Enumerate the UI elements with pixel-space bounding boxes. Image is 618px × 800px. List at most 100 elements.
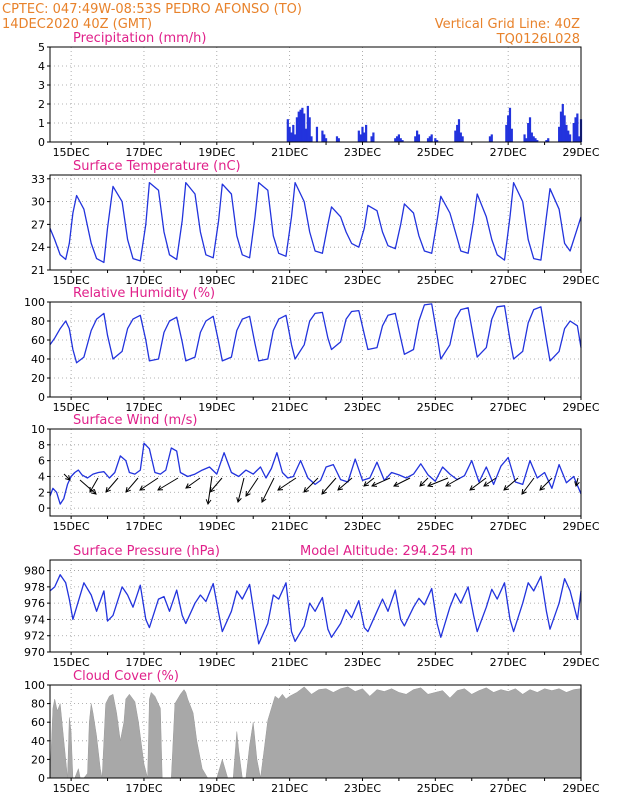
pressure-ytick-label: 970 <box>24 646 45 659</box>
precip-bar <box>321 130 324 142</box>
wind-arrow-head <box>261 496 267 503</box>
pressure-ytick-label: 974 <box>24 613 45 626</box>
wind-arrow <box>521 477 535 495</box>
wind-arrow-head <box>105 487 111 493</box>
rh-xtick-label: 27DEC <box>490 401 527 414</box>
wind-xtick-label: 21DEC <box>271 520 308 533</box>
pressure-ytick-label: 976 <box>24 597 45 610</box>
rh-title: Relative Humidity (%) <box>73 286 215 301</box>
wind-arrow <box>185 477 201 489</box>
temp-ytick-label: 30 <box>31 196 45 209</box>
temp-xtick-label: 27DEC <box>490 274 527 287</box>
rh-ytick-label: 0 <box>38 391 45 404</box>
precip-ytick-label: 4 <box>38 60 45 73</box>
precip-bar <box>301 107 304 142</box>
precip-bar <box>288 126 291 142</box>
rh-xtick-label: 25DEC <box>417 401 454 414</box>
precip-bar <box>461 136 464 142</box>
wind-arrow <box>261 477 275 503</box>
temp-title: Surface Temperature (nC) <box>73 159 241 174</box>
rh-frame <box>49 301 582 398</box>
precip-bar <box>310 136 313 142</box>
pressure-ytick-label: 972 <box>24 630 45 643</box>
cloud-ytick-label: 20 <box>31 753 45 766</box>
wind-arrow-head <box>363 481 369 487</box>
precip-xtick-label: 23DEC <box>344 146 381 159</box>
precip-bar <box>434 138 437 142</box>
temp-ytick-label: 24 <box>31 241 45 254</box>
wind-arrow-head <box>539 485 545 491</box>
rh-xtick-label: 21DEC <box>271 401 308 414</box>
cloud-xtick-label: 19DEC <box>198 782 235 795</box>
wind-arrow-head <box>445 481 452 487</box>
precip-bar <box>567 130 570 142</box>
wind-arrow-head <box>277 485 284 491</box>
wind-arrow <box>363 477 375 487</box>
wind-arrow-head <box>419 481 425 487</box>
precip-frame <box>49 46 582 143</box>
cloud-xtick-label: 27DEC <box>490 782 527 795</box>
wind-arrow <box>321 477 337 495</box>
rh-xtick-label: 23DEC <box>344 401 381 414</box>
wind-arrow <box>63 473 71 481</box>
precip-bar <box>315 126 319 142</box>
wind-xtick-label: 19DEC <box>198 520 235 533</box>
precip-bar <box>297 111 300 142</box>
pressure-xtick-label: 29DEC <box>562 656 599 669</box>
wind-arrow-head <box>125 487 131 493</box>
temp-line <box>49 181 582 264</box>
precip-bar <box>399 138 402 142</box>
wind-arrow <box>445 477 461 487</box>
temp-ytick-label: 33 <box>31 173 45 186</box>
cloud-frame <box>49 684 582 779</box>
cloud-xtick-label: 23DEC <box>344 782 381 795</box>
precip-bar <box>454 130 457 142</box>
cloud-ytick-label: 0 <box>38 772 45 785</box>
cloud-title: Cloud Cover (%) <box>73 669 179 684</box>
wind-xtick-label: 23DEC <box>344 520 381 533</box>
temp-xtick-label: 15DEC <box>53 274 90 287</box>
precip-bar <box>417 134 421 142</box>
temp-xtick-label: 29DEC <box>562 274 599 287</box>
precip-bar <box>565 124 568 142</box>
precip-panel: 15DEC 17DEC 19DEC 21DEC 23DEC 25DEC 27DEC 29DEC… <box>38 31 600 159</box>
precip-bar <box>578 136 581 142</box>
rh-xtick-label: 17DEC <box>125 401 162 414</box>
precip-bar <box>488 136 492 142</box>
wind-arrow <box>575 477 579 487</box>
precip-bar <box>459 132 462 142</box>
wind-arrow <box>419 477 429 487</box>
precip-bar <box>395 136 399 142</box>
precip-title: Precipitation (mm/h) <box>73 31 206 46</box>
wind-xtick-label: 17DEC <box>125 520 162 533</box>
precip-bar <box>430 134 433 142</box>
rh-xtick-label: 15DEC <box>53 401 90 414</box>
panels: 15DEC 17DEC 19DEC 21DEC 23DEC 25DEC 27DEC 29DEC… <box>24 31 600 795</box>
precip-ytick-label: 3 <box>38 79 45 92</box>
pressure-xtick-label: 27DEC <box>490 656 527 669</box>
wind-ytick-label: 10 <box>31 423 45 436</box>
precip-bar <box>294 134 297 142</box>
wind-arrow <box>209 477 223 493</box>
precip-bar <box>370 136 373 142</box>
wind-arrow <box>245 477 259 497</box>
precip-bar <box>456 124 459 142</box>
precip-bar <box>576 113 579 142</box>
precip-bar <box>292 124 295 142</box>
precip-bar <box>561 104 564 142</box>
precip-bar <box>490 134 493 142</box>
wind-arrow <box>483 477 497 487</box>
precip-bar <box>457 119 461 142</box>
precip-bar <box>574 117 577 142</box>
precip-xtick-label: 19DEC <box>198 146 235 159</box>
precip-bar <box>563 115 566 142</box>
pressure-frame <box>49 559 582 653</box>
precip-bar <box>536 140 539 142</box>
temp-xtick-label: 19DEC <box>198 274 235 287</box>
cloud-xtick-label: 17DEC <box>125 782 162 795</box>
precip-bar <box>363 132 366 142</box>
precip-xtick-label: 27DEC <box>490 146 527 159</box>
wind-arrow-head <box>427 481 434 488</box>
wind-arrow <box>89 477 99 493</box>
